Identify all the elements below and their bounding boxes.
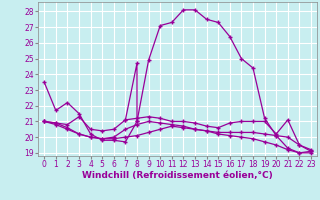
X-axis label: Windchill (Refroidissement éolien,°C): Windchill (Refroidissement éolien,°C) — [82, 171, 273, 180]
